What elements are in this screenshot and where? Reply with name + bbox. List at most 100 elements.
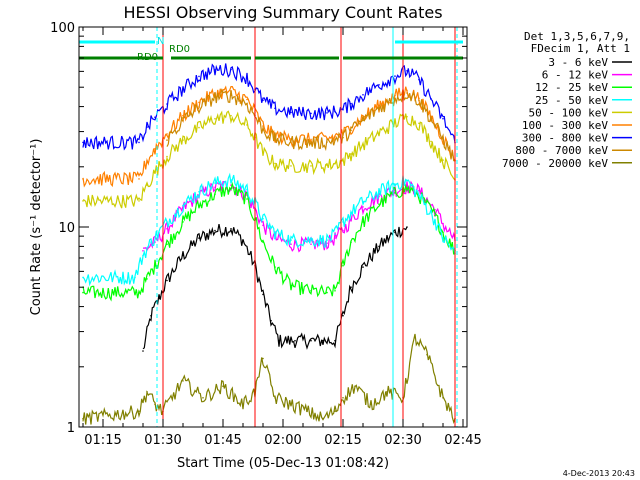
data-point [230,187,232,190]
y-tick-label: 10 [58,221,75,236]
data-point [214,186,216,189]
data-point [442,237,444,239]
data-point [406,226,408,228]
data-point [326,141,328,143]
data-point [370,403,372,406]
data-point [182,254,184,257]
data-point [146,160,148,162]
data-point [326,291,328,294]
x-tick-label: 01:30 [144,433,181,448]
data-point [350,286,352,289]
data-point [326,239,328,241]
y-tick-label: 100 [50,21,75,36]
data-point [198,75,200,78]
data-point [394,183,396,185]
data-point [310,141,312,144]
data-point [442,117,444,120]
data-point [214,96,216,98]
data-point [166,243,168,245]
data-point [378,191,380,193]
legend-entry-label: 3 - 6 keV [548,56,608,69]
x-tick-label: 02:45 [444,433,481,448]
data-point [362,200,364,203]
data-point [310,243,312,245]
data-point [290,141,292,143]
data-point [434,214,436,217]
data-point [378,203,380,205]
data-point [138,200,140,202]
x-tick-label: 02:15 [324,433,361,448]
data-point [378,107,380,110]
data-point [394,192,396,194]
flag-label: RD0 [169,44,190,55]
data-point [290,284,292,287]
data-point [418,78,420,81]
data-point [242,403,244,406]
data-point [198,106,200,108]
data-point [262,129,264,131]
data-point [334,135,336,138]
x-tick-label: 02:00 [264,433,301,448]
x-tick-label: 02:30 [384,433,421,448]
data-point [154,171,156,173]
data-point [150,314,152,317]
data-point [310,165,312,167]
legend-entry-label: 7000 - 20000 keV [502,157,608,170]
data-point [394,75,396,77]
data-point [166,279,168,282]
data-point [394,122,396,124]
series-0 [142,223,408,352]
data-point [334,162,336,165]
data-point [262,293,264,296]
data-point [362,206,364,208]
series-2 [82,181,456,302]
data-point [82,178,84,180]
data-point [334,410,336,413]
data-point [134,276,136,279]
data-point [334,237,336,239]
data-point [278,339,280,342]
data-point [166,103,168,105]
data-point [310,290,312,292]
data-point [214,69,216,71]
data-point [274,266,276,268]
data-point [342,265,344,267]
data-point [334,139,336,141]
series-line-7 [166,88,456,162]
data-point [394,97,396,100]
data-point [230,68,232,71]
data-point [262,99,264,102]
data-point [306,410,308,413]
data-point [138,291,140,294]
data-point [406,89,408,92]
legend-entry-label: 6 - 12 keV [542,69,609,82]
data-point [158,231,160,234]
data-point [406,70,408,72]
data-point [230,228,232,230]
legend-header-line-1: Det 1,3,5,6,7,9, [524,30,630,43]
data-point [230,94,232,96]
data-point [182,204,184,207]
legend-header-line-2: FDecim 1, Att 1 [531,42,630,55]
series-7 [166,88,456,162]
series-layer [82,63,456,425]
data-point [378,104,380,107]
data-point [334,233,336,235]
data-point [182,380,184,382]
data-point [362,266,364,268]
data-point [274,162,276,165]
data-point [378,245,380,248]
series-line-0 [142,223,408,350]
data-point [262,357,264,360]
data-point [310,339,312,342]
data-point [342,160,344,162]
data-point [182,88,184,90]
data-point [362,119,364,121]
data-point [262,152,264,154]
data-point [334,110,336,113]
data-point [82,276,84,279]
data-point [142,250,144,252]
data-point [430,140,432,143]
data-point [378,132,380,135]
x-tick-label: 01:45 [204,433,241,448]
